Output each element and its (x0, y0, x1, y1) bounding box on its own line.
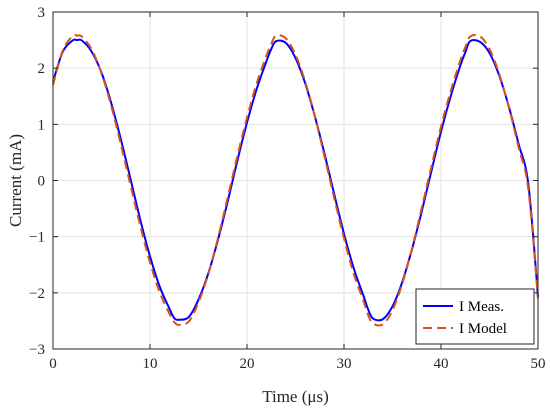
series-line-i-model (52, 33, 539, 327)
legend: I Meas. I Model (415, 288, 535, 345)
legend-label-i-model: I Model (459, 321, 507, 337)
y-tick-label: 1 (38, 117, 46, 133)
y-tick-label: 3 (38, 5, 46, 21)
y-tick-label: −1 (29, 230, 45, 246)
y-tick-label: −3 (29, 342, 45, 358)
x-tick-label: 20 (240, 356, 255, 372)
legend-label-i-meas: I Meas. (459, 299, 504, 315)
x-tick-label: 0 (49, 356, 57, 372)
legend-box (415, 288, 535, 345)
y-tick-label: 2 (38, 61, 46, 77)
x-tick-label: 50 (531, 356, 546, 372)
series-line-i-meas (52, 38, 539, 322)
y-axis-label: Current (mA) (6, 134, 25, 227)
plot-area (52, 33, 539, 327)
x-tick-label: 40 (434, 356, 449, 372)
x-axis-label: Time (μs) (262, 387, 329, 406)
y-tick-label: 0 (38, 174, 46, 190)
x-tick-label: 30 (337, 356, 352, 372)
y-tick-label: −2 (29, 286, 45, 302)
x-tick-label: 10 (143, 356, 158, 372)
